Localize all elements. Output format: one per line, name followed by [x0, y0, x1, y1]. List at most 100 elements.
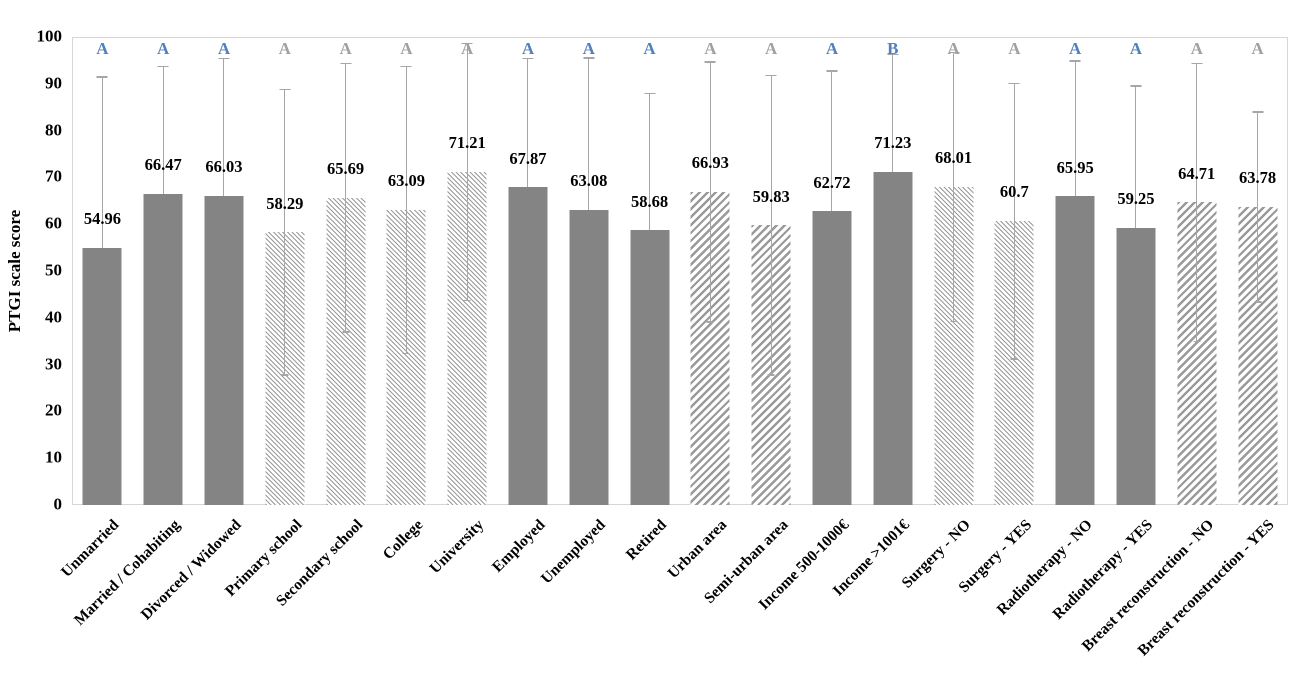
- value-label: 64.71: [1178, 163, 1216, 183]
- value-label: 54.96: [83, 209, 121, 229]
- bar-column: 62.72 A: [802, 37, 863, 505]
- error-bar-cap-top: [1069, 60, 1081, 62]
- error-bar-cap-top: [522, 57, 534, 60]
- x-axis-label: Urban area: [665, 516, 731, 582]
- bar: [508, 187, 548, 505]
- error-bar-upper: [345, 63, 347, 198]
- significance-letter: A: [1190, 39, 1203, 58]
- error-bar-cap-top: [461, 42, 473, 45]
- value-label: 60.7: [999, 182, 1029, 202]
- error-bar-cap-top: [704, 61, 716, 63]
- bar-column: 66.93 A: [680, 37, 741, 505]
- bar-column: 65.69 A: [315, 37, 376, 505]
- error-bar-cap-top: [887, 53, 899, 56]
- error-bar-upper: [770, 75, 772, 225]
- error-bar-cap-bottom: [950, 320, 958, 323]
- bar-column: 63.09 A: [376, 37, 437, 505]
- error-bar-cap-top: [279, 88, 291, 91]
- error-bar-lower: [284, 232, 286, 375]
- significance-letter: A: [461, 39, 474, 58]
- error-bar-cap-bottom: [463, 299, 471, 302]
- bar-column: 64.71 A: [1166, 37, 1227, 505]
- bar-column: 58.68 A: [619, 37, 680, 505]
- error-bar-lower: [345, 197, 347, 332]
- error-bar-cap-bottom: [402, 352, 410, 355]
- error-bar-upper: [1135, 85, 1137, 228]
- significance-letter: A: [704, 39, 717, 58]
- error-bar-cap-top: [948, 51, 960, 54]
- bar-column: 65.95 A: [1045, 37, 1106, 505]
- bar-column: 71.21 A: [437, 37, 498, 505]
- error-bar-cap-top: [1008, 82, 1020, 85]
- error-bar-cap-bottom: [1254, 301, 1262, 303]
- error-bar-upper: [1196, 63, 1198, 203]
- y-axis-tick-label: 60: [45, 213, 62, 233]
- error-bar-lower: [1013, 220, 1015, 359]
- value-label: 63.08: [570, 171, 608, 191]
- value-label: 66.47: [144, 155, 182, 175]
- bar-column: 58.29 A: [254, 37, 315, 505]
- significance-letter: A: [157, 39, 170, 58]
- error-bar-upper: [284, 89, 286, 233]
- value-label: 62.72: [813, 172, 851, 192]
- error-bar-cap-top: [96, 76, 108, 78]
- bar-column: 60.7 A: [984, 37, 1045, 505]
- value-label: 71.21: [448, 133, 486, 153]
- y-axis-tick-label: 10: [45, 447, 62, 467]
- y-axis-tick-label: 100: [36, 26, 63, 46]
- significance-letter: A: [1008, 39, 1021, 58]
- bar-column: 63.78 A: [1227, 37, 1288, 505]
- error-bar-lower: [1257, 206, 1259, 302]
- error-bar-upper: [1074, 60, 1076, 197]
- error-bar-upper: [892, 54, 894, 172]
- error-bar-lower: [953, 186, 955, 322]
- value-label: 67.87: [509, 148, 547, 168]
- value-label: 59.83: [752, 186, 790, 206]
- error-bar-upper: [649, 93, 651, 231]
- x-axis-label: Employed: [488, 516, 549, 576]
- bar-column: 59.25 A: [1106, 37, 1167, 505]
- error-bar-upper: [831, 70, 833, 212]
- error-bar-upper: [223, 58, 225, 196]
- value-label: 65.69: [327, 159, 365, 179]
- value-label: 63.09: [387, 171, 425, 191]
- x-axis-label: Married / Cohabiting: [71, 516, 184, 629]
- bar-column: 63.08 A: [558, 37, 619, 505]
- value-label: 58.68: [631, 191, 669, 211]
- significance-letter: A: [582, 39, 595, 58]
- error-bar-lower: [466, 171, 468, 301]
- error-bar-cap-top: [1252, 111, 1264, 113]
- significance-letter: B: [887, 39, 899, 58]
- bar-column: 68.01 A: [923, 37, 984, 505]
- y-axis-tick-label: 90: [45, 73, 62, 93]
- error-bar-upper: [162, 66, 164, 194]
- bar-column: 66.03 A: [194, 37, 255, 505]
- significance-letter: A: [521, 39, 535, 58]
- value-label: 59.25: [1117, 189, 1155, 209]
- error-bar-lower: [770, 225, 772, 375]
- x-axis-label: College: [379, 516, 427, 564]
- error-bar-cap-bottom: [281, 374, 289, 376]
- bar-series: 54.96 A 66.47 A 66.03 A 58.29 A 65.69 A 63.09 A 71.2…: [72, 37, 1288, 505]
- bar: [1116, 227, 1156, 505]
- error-bar-upper: [588, 57, 590, 210]
- error-bar-upper: [953, 52, 955, 187]
- x-axis-label: Unmarried: [58, 516, 123, 581]
- significance-letter: A: [825, 39, 839, 58]
- error-bar-cap-bottom: [1010, 358, 1018, 360]
- bar-column: 54.96 A: [72, 37, 133, 505]
- value-label: 66.03: [205, 157, 243, 177]
- error-bar-upper: [527, 58, 529, 188]
- bar-column: 71.23 B: [862, 37, 923, 505]
- error-bar-cap-bottom: [706, 321, 714, 323]
- error-bar-upper: [1257, 111, 1259, 207]
- y-axis-tick-label: 80: [45, 120, 62, 140]
- bar: [1055, 196, 1095, 505]
- y-axis-tick-label: 30: [45, 354, 62, 374]
- error-bar-lower: [709, 191, 711, 322]
- significance-letter: A: [278, 39, 291, 58]
- significance-letter: A: [339, 39, 352, 58]
- bar: [82, 247, 122, 505]
- value-label: 71.23: [874, 133, 912, 153]
